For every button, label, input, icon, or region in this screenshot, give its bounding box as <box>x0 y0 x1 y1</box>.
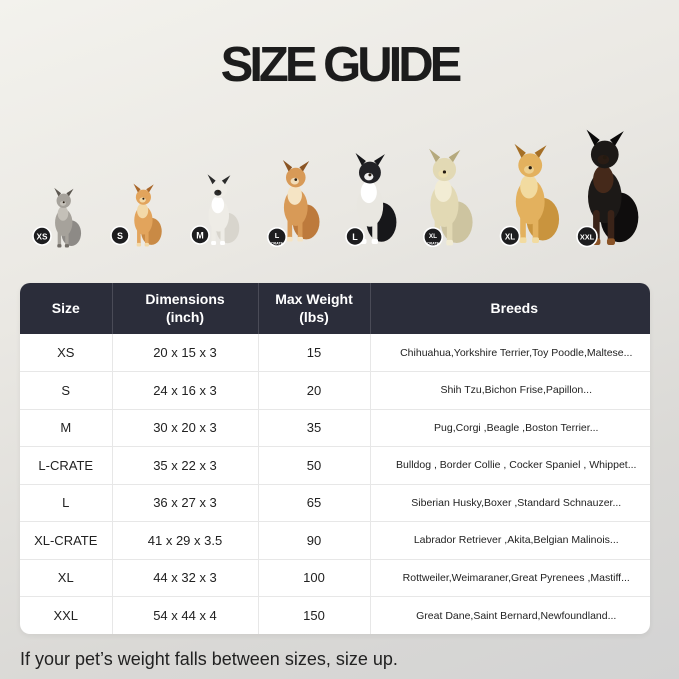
svg-text:XL: XL <box>429 233 437 240</box>
svg-text:M: M <box>196 230 204 240</box>
svg-text:S: S <box>117 231 123 241</box>
svg-text:CRATE: CRATE <box>271 241 284 245</box>
svg-text:CRATE: CRATE <box>427 241 440 245</box>
svg-text:XXL: XXL <box>580 233 595 242</box>
svg-text:L: L <box>352 232 358 242</box>
svg-text:XS: XS <box>37 232 48 241</box>
svg-text:L: L <box>275 231 280 240</box>
svg-text:XL: XL <box>505 232 515 241</box>
